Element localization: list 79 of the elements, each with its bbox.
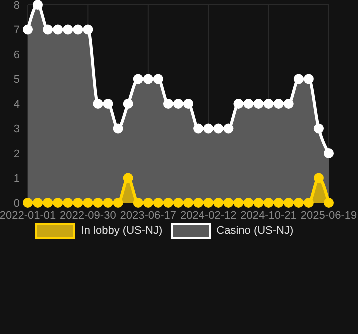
y-tick-label: 3 — [14, 124, 20, 136]
point — [234, 198, 244, 208]
y-tick-label: 5 — [14, 74, 20, 86]
point — [133, 74, 144, 84]
point — [274, 198, 284, 208]
point — [204, 198, 214, 208]
point — [163, 198, 174, 208]
point — [113, 198, 124, 208]
point — [244, 99, 254, 109]
point — [184, 198, 194, 208]
point — [214, 124, 224, 134]
point — [63, 198, 74, 208]
x-tick-label: 2023-06-17 — [120, 210, 177, 222]
legend-label: In lobby (US-NJ) — [81, 225, 163, 237]
point — [224, 124, 234, 134]
point — [143, 74, 154, 84]
point — [73, 24, 84, 35]
point — [83, 198, 94, 208]
point — [194, 124, 204, 134]
point — [23, 24, 33, 35]
point — [304, 74, 314, 84]
point — [314, 124, 324, 134]
point — [93, 99, 104, 109]
point — [53, 24, 64, 35]
point — [23, 198, 33, 208]
point — [33, 0, 44, 10]
point — [43, 24, 54, 35]
point — [204, 124, 214, 134]
point — [163, 99, 174, 109]
y-tick-label: 2 — [14, 148, 20, 160]
point — [284, 198, 294, 208]
point — [294, 198, 304, 208]
point — [234, 99, 244, 109]
point — [224, 198, 234, 208]
point — [53, 198, 64, 208]
x-tick-label: 2024-10-21 — [240, 210, 297, 222]
point — [274, 99, 284, 109]
point — [254, 198, 264, 208]
point — [143, 198, 154, 208]
point — [133, 198, 144, 208]
point — [324, 198, 334, 208]
point — [153, 74, 164, 84]
point — [324, 148, 334, 158]
point — [73, 198, 84, 208]
y-tick-label: 8 — [14, 0, 20, 12]
point — [153, 198, 164, 208]
point — [93, 198, 104, 208]
legend-label: Casino (US-NJ) — [216, 225, 294, 237]
point — [43, 198, 54, 208]
point — [113, 124, 124, 134]
point — [103, 99, 114, 109]
point — [123, 99, 134, 109]
point — [294, 74, 304, 84]
y-tick-label: 1 — [14, 173, 20, 186]
point — [174, 99, 184, 109]
x-tick-label: 2025-06-19 — [300, 210, 358, 222]
point — [314, 173, 324, 184]
point — [33, 198, 44, 208]
y-tick-label: 7 — [14, 24, 20, 37]
x-tick-label: 2024-02-12 — [180, 210, 237, 222]
point — [184, 99, 194, 109]
point — [254, 99, 264, 109]
point — [174, 198, 184, 208]
point — [304, 198, 314, 208]
point — [244, 198, 254, 208]
point — [83, 24, 94, 35]
y-tick-label: 4 — [14, 98, 20, 111]
x-tick-label: 2022-09-30 — [60, 210, 116, 222]
point — [194, 198, 204, 208]
point — [63, 24, 74, 35]
point — [264, 99, 274, 109]
point — [284, 99, 294, 109]
point — [103, 198, 114, 208]
y-tick-label: 0 — [14, 198, 20, 210]
y-tick-label: 6 — [14, 49, 20, 62]
point — [214, 198, 224, 208]
point — [123, 173, 134, 184]
x-tick-label: 2022-01-01 — [0, 210, 56, 222]
point — [264, 198, 274, 208]
